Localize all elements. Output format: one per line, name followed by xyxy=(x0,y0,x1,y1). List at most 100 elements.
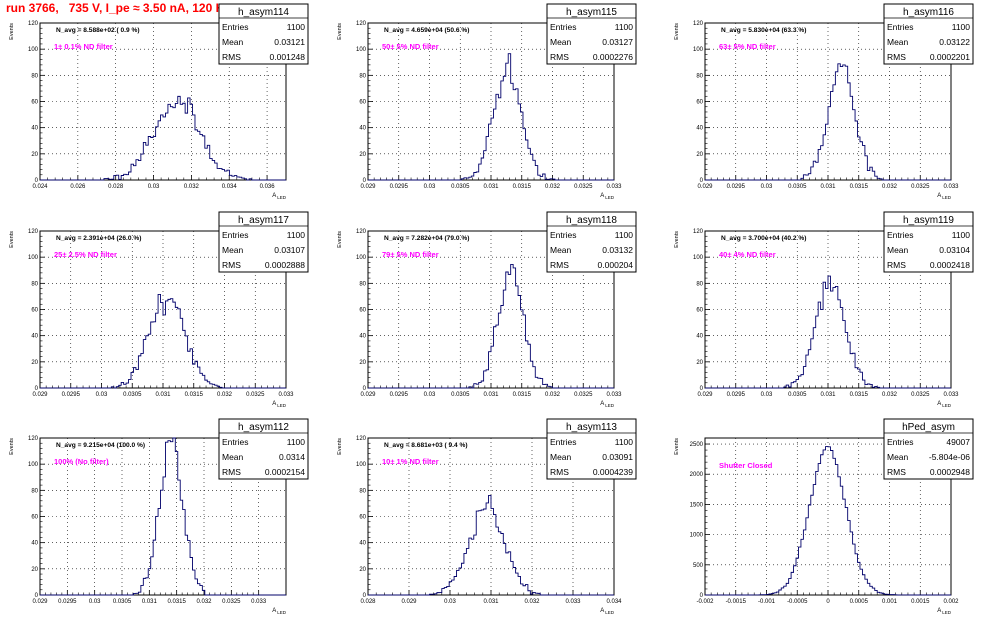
x-tick-label: 0.0315 xyxy=(850,392,869,398)
x-tick-label: 0.032 xyxy=(545,392,561,398)
y-tick-label: 80 xyxy=(31,488,38,494)
stats-box: h_asym119 Entries 1100 Mean 0.03104 RMS 0.0002… xyxy=(883,211,974,273)
x-tick-label: 0.03 xyxy=(424,184,436,190)
x-tick-label: 0.0325 xyxy=(574,184,593,190)
stats-value: 1100 xyxy=(287,22,306,32)
stats-label: Entries xyxy=(887,22,913,32)
y-tick-label: 80 xyxy=(359,488,366,494)
stats-label: Entries xyxy=(222,230,248,240)
stats-label: RMS xyxy=(887,467,906,477)
stats-value: 49007 xyxy=(946,437,970,447)
y-tick-label: 80 xyxy=(359,73,366,79)
x-tick-label: 0.029 xyxy=(32,392,48,398)
stats-value: 1100 xyxy=(287,437,306,447)
y-tick-label: 120 xyxy=(356,436,367,442)
y-tick-label: 40 xyxy=(359,541,366,547)
y-tick-label: 80 xyxy=(31,281,38,287)
stats-label: RMS xyxy=(222,260,241,270)
stats-value: 0.0002201 xyxy=(930,52,970,62)
x-tick-label: 0.03 xyxy=(148,184,160,190)
histogram-name: h_asym115 xyxy=(566,7,617,18)
filter-label: Shutter Closed xyxy=(719,461,773,470)
x-tick-label: 0.0305 xyxy=(788,184,807,190)
x-axis-title-subscript: LED xyxy=(605,610,615,615)
y-tick-label: 20 xyxy=(696,152,703,158)
x-axis-title: ALED xyxy=(937,401,952,408)
y-tick-label: 120 xyxy=(28,436,39,442)
y-tick-label: 0 xyxy=(35,593,39,599)
x-tick-label: 0.031 xyxy=(483,184,499,190)
x-tick-label: 0.0295 xyxy=(727,184,746,190)
stats-box: h_asym118 Entries 1100 Mean 0.03132 RMS 0.0002… xyxy=(546,211,637,273)
stats-value: -5.804e-06 xyxy=(929,452,970,462)
stats-label: Mean xyxy=(887,452,909,462)
stats-value: 0.03091 xyxy=(602,452,633,462)
x-tick-label: 0.0305 xyxy=(788,392,807,398)
filter-label: 100% (No filter) xyxy=(54,457,109,466)
y-tick-label: 100 xyxy=(28,47,39,53)
x-tick-label: 0.033 xyxy=(943,184,959,190)
y-tick-label: 100 xyxy=(356,47,367,53)
y-tick-label: 60 xyxy=(696,308,703,314)
stats-label: Mean xyxy=(222,245,244,255)
histogram-series xyxy=(368,53,614,181)
stats-box-frame xyxy=(218,3,309,65)
x-tick-label: 0.028 xyxy=(108,184,124,190)
histogram-series xyxy=(40,437,286,596)
x-tick-label: 0.032 xyxy=(882,392,898,398)
stats-value: 1100 xyxy=(287,230,306,240)
y-tick-label: 40 xyxy=(359,126,366,132)
x-axis-title: ALED xyxy=(600,193,615,200)
stats-value: 0.03104 xyxy=(939,245,970,255)
y-tick-label: 100 xyxy=(356,462,367,468)
x-tick-label: 0.031 xyxy=(483,599,499,605)
x-tick-label: 0.0315 xyxy=(185,392,204,398)
stats-value: 0.001248 xyxy=(270,52,306,62)
y-tick-label: 40 xyxy=(696,334,703,340)
stats-label: Mean xyxy=(887,245,909,255)
stats-value: 1100 xyxy=(952,22,971,32)
y-tick-label: 0 xyxy=(700,178,704,184)
x-axis-title: ALED xyxy=(272,608,287,615)
histogram-series xyxy=(368,264,614,389)
x-tick-label: 0.031 xyxy=(820,392,836,398)
x-tick-label: 0.0305 xyxy=(451,392,470,398)
x-tick-label: -0.0015 xyxy=(726,599,747,605)
x-tick-label: 0.032 xyxy=(217,392,233,398)
x-tick-label: 0.033 xyxy=(943,392,959,398)
x-axis-title: ALED xyxy=(937,608,952,615)
y-tick-label: 0 xyxy=(363,593,367,599)
x-tick-label: 0.033 xyxy=(251,599,267,605)
histogram-series xyxy=(40,293,286,389)
histogram-name: h_asym119 xyxy=(903,215,954,226)
x-tick-label: 0.0315 xyxy=(513,392,532,398)
x-tick-label: 0.028 xyxy=(360,599,376,605)
y-tick-label: 60 xyxy=(31,308,38,314)
x-tick-label: 0.032 xyxy=(184,184,200,190)
stats-value: 0.03127 xyxy=(602,37,633,47)
y-axis-title: Events xyxy=(9,23,15,40)
x-tick-label: 0.032 xyxy=(882,184,898,190)
x-tick-label: 0.0305 xyxy=(123,392,142,398)
x-tick-label: 0.033 xyxy=(278,392,294,398)
x-tick-label: 0.033 xyxy=(606,392,622,398)
x-tick-label: 0.0325 xyxy=(911,184,930,190)
stats-label: Entries xyxy=(550,437,576,447)
y-tick-label: 1000 xyxy=(690,533,704,539)
y-axis-title: Events xyxy=(674,23,680,40)
x-tick-label: 0.034 xyxy=(606,599,622,605)
x-tick-label: 0.029 xyxy=(401,599,417,605)
filter-label: 40± 4% ND filter xyxy=(719,250,776,259)
stats-box: h_asym112 Entries 1100 Mean 0.0314 RMS 0.00021… xyxy=(218,418,309,480)
filter-label: 25± 2.5% ND filter xyxy=(54,250,117,259)
stats-value: 0.0314 xyxy=(279,452,305,462)
x-tick-label: 0.0295 xyxy=(727,392,746,398)
stats-label: Mean xyxy=(222,37,244,47)
y-tick-label: 40 xyxy=(31,334,38,340)
stats-label: Entries xyxy=(222,437,248,447)
x-axis-title-subscript: LED xyxy=(605,403,615,408)
x-axis-title: ALED xyxy=(272,401,287,408)
histogram-series xyxy=(368,495,614,596)
x-axis-title: ALED xyxy=(600,401,615,408)
